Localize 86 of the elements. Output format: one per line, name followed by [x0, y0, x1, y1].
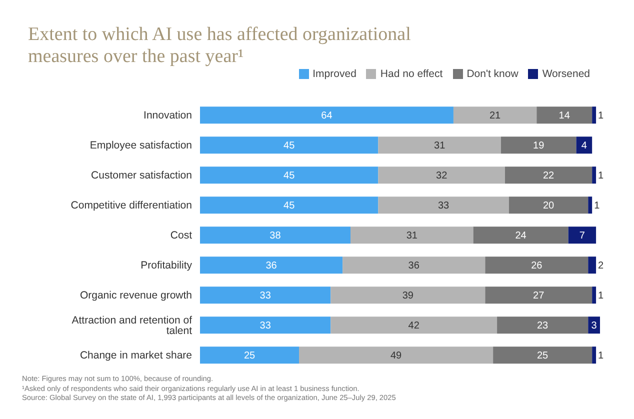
data-label: 49	[390, 350, 402, 362]
data-label: 2	[598, 260, 604, 272]
bar	[576, 136, 592, 154]
bar	[200, 286, 331, 304]
bar	[453, 106, 537, 124]
y-tick-label: Profitability	[140, 260, 193, 272]
data-label: 64	[321, 110, 333, 122]
data-label: 24	[515, 230, 527, 242]
y-tick-label: Cost	[170, 230, 192, 242]
bar	[200, 256, 343, 274]
bar	[200, 316, 331, 334]
bar	[500, 136, 576, 154]
legend-label: Worsened	[542, 68, 590, 80]
data-label: 23	[537, 320, 549, 332]
bar	[200, 226, 350, 244]
legend-label: Improved	[312, 68, 356, 80]
data-label: 33	[260, 290, 272, 302]
bar	[568, 226, 596, 244]
bar	[592, 346, 596, 364]
data-label: 21	[489, 110, 502, 122]
data-label: 25	[537, 350, 549, 362]
data-label: 1	[598, 350, 604, 362]
data-label: 42	[408, 320, 420, 332]
data-label: 31	[434, 140, 446, 152]
data-label: 39	[402, 290, 414, 302]
data-label: 32	[436, 170, 448, 182]
bar	[536, 106, 592, 124]
legend-label: Don't know	[466, 68, 518, 80]
data-label: 25	[244, 350, 256, 362]
bar	[592, 106, 596, 124]
bar	[592, 166, 596, 184]
bar	[299, 346, 494, 364]
bar	[497, 316, 588, 334]
bar	[588, 196, 592, 214]
data-label: 19	[533, 140, 545, 152]
bar	[330, 286, 486, 304]
y-tick-label: Employee satisfaction	[90, 140, 192, 152]
bar	[200, 196, 378, 214]
data-label: 45	[284, 200, 296, 212]
data-label: 7	[579, 230, 586, 242]
data-label: 14	[558, 110, 570, 122]
bar	[378, 196, 509, 214]
bar	[378, 166, 505, 184]
bar	[200, 346, 300, 364]
data-label: 3	[591, 320, 598, 332]
bar	[588, 256, 596, 274]
data-label: 22	[542, 170, 555, 182]
data-label: 45	[284, 140, 296, 152]
bar	[342, 256, 486, 274]
data-label: 38	[270, 230, 282, 242]
y-tick-label: Attraction and retention of talent	[72, 314, 192, 337]
bar	[508, 196, 588, 214]
data-label: 26	[531, 260, 543, 272]
data-label: 31	[406, 230, 418, 242]
data-label: 33	[438, 200, 450, 212]
data-label: 1	[598, 110, 604, 122]
bar	[200, 166, 378, 184]
y-tick-label: Innovation	[144, 110, 192, 122]
y-tick-label: Change in market share	[80, 350, 192, 362]
bar	[485, 286, 592, 304]
data-label: 1	[594, 200, 600, 212]
data-label: 36	[266, 260, 278, 272]
y-tick-label: Organic revenue growth	[80, 290, 192, 302]
data-label: 4	[581, 140, 588, 152]
bar	[588, 316, 600, 334]
data-label: 36	[408, 260, 420, 272]
data-label: 45	[284, 170, 296, 182]
bar	[378, 136, 501, 154]
bar	[350, 226, 474, 244]
data-label: 20	[542, 200, 555, 212]
bar	[493, 346, 592, 364]
y-tick-label: Competitive differentiation	[70, 200, 192, 212]
data-label: 1	[598, 170, 604, 182]
bar	[200, 106, 454, 124]
y-tick-label: Customer satisfaction	[91, 170, 192, 182]
data-label: 33	[260, 320, 272, 332]
bar	[200, 136, 378, 154]
data-label: 1	[598, 290, 604, 302]
bar	[592, 286, 596, 304]
chart-title: Extent to which AI use has affected organizational measures over the past year¹	[28, 24, 412, 68]
data-label: 27	[533, 290, 545, 302]
legend-label: Had no effect	[380, 68, 443, 80]
bar	[473, 226, 568, 244]
bar	[504, 166, 592, 184]
bar	[485, 256, 588, 274]
bar	[330, 316, 498, 334]
